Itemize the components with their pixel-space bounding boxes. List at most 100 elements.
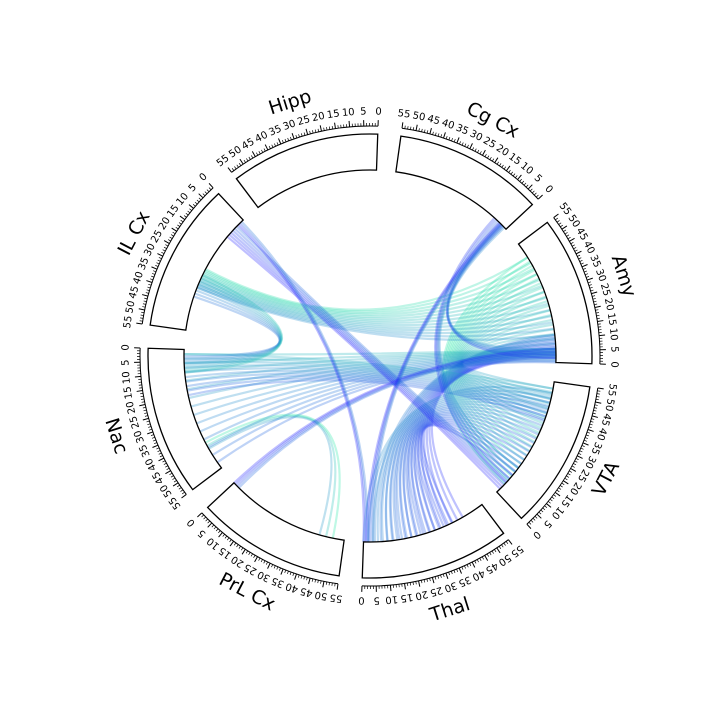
tick-minor <box>282 140 283 143</box>
tick-major <box>295 574 297 580</box>
tick-minor <box>287 571 288 574</box>
tick-minor <box>206 519 208 521</box>
tick-minor <box>269 146 270 149</box>
tick-minor <box>477 150 478 153</box>
tick-minor <box>575 250 578 251</box>
tick-minor <box>296 135 297 138</box>
tick-major <box>470 143 473 148</box>
tick-minor <box>208 521 210 523</box>
tick-minor <box>144 301 147 302</box>
tick-minor <box>249 157 251 160</box>
tick-minor <box>165 466 168 467</box>
tick-label: 5 <box>608 346 619 353</box>
tick-minor <box>568 237 571 239</box>
tick-minor <box>246 158 248 161</box>
tick-minor <box>144 413 147 414</box>
tick-minor <box>591 290 594 291</box>
tick-minor <box>566 235 569 237</box>
tick-minor <box>207 190 209 192</box>
tick-label: 15 <box>326 108 340 121</box>
tick-minor <box>193 204 195 206</box>
tick-major <box>137 391 143 392</box>
tick-minor <box>315 130 316 133</box>
tick-major <box>306 129 308 135</box>
tick-minor <box>144 410 147 411</box>
tick-major <box>555 492 560 496</box>
tick-major <box>197 513 201 517</box>
tick-label: 55 <box>122 315 135 329</box>
tick-minor <box>259 151 260 154</box>
tick-major <box>419 581 420 587</box>
tick-minor <box>565 478 568 480</box>
tick-minor <box>149 429 152 430</box>
tick-minor <box>557 490 559 492</box>
sector-arc <box>208 483 344 576</box>
tick-major <box>546 504 551 508</box>
tick-minor <box>329 582 330 585</box>
tick-major <box>219 532 223 537</box>
tick-label: 0 <box>530 528 542 540</box>
tick-minor <box>307 577 308 580</box>
tick-minor <box>218 531 220 533</box>
tick-minor <box>529 522 531 524</box>
tick-minor <box>530 189 532 191</box>
tick-minor <box>310 131 311 134</box>
tick-minor <box>326 127 327 130</box>
tick-major <box>582 264 588 266</box>
tick-minor <box>583 268 586 269</box>
tick-label: 5 <box>532 173 544 185</box>
tick-minor <box>585 274 588 275</box>
tick-minor <box>580 260 583 261</box>
tick-minor <box>545 506 547 508</box>
tick-major <box>597 321 603 322</box>
tick-minor <box>572 245 575 246</box>
tick-label: 40 <box>132 270 146 286</box>
tick-minor <box>586 276 589 277</box>
tick-minor <box>274 144 275 147</box>
tick-major <box>446 573 448 579</box>
tick-major <box>443 132 445 138</box>
tick-label: 45 <box>151 469 167 486</box>
tick-label: 40 <box>144 456 160 472</box>
tick-label: 10 <box>121 371 133 385</box>
tick-minor <box>581 263 584 264</box>
tick-label: 30 <box>282 118 298 133</box>
tick-minor <box>160 456 163 457</box>
tick-minor <box>596 312 599 313</box>
tick-major <box>292 133 294 139</box>
tick-major <box>265 145 268 150</box>
tick-minor <box>454 570 455 573</box>
tick-label: 35 <box>587 253 602 269</box>
tick-major <box>405 583 406 589</box>
tick-label: 30 <box>582 454 597 470</box>
tick-minor <box>515 175 517 177</box>
tick-minor <box>572 466 575 467</box>
tick-minor <box>304 577 305 580</box>
tick-minor <box>568 473 571 475</box>
tick-minor <box>467 565 468 568</box>
tick-major <box>173 483 178 486</box>
tick-major <box>165 471 170 474</box>
tick-minor <box>587 432 590 433</box>
tick-label: 5 <box>121 359 132 366</box>
tick-major <box>583 443 589 445</box>
tick-label: 0 <box>198 171 210 183</box>
tick-minor <box>438 133 439 136</box>
tick-minor <box>438 576 439 579</box>
tick-minor <box>580 451 583 452</box>
tick-label: 20 <box>602 297 615 312</box>
tick-minor <box>552 497 554 499</box>
tick-minor <box>197 200 199 202</box>
tick-minor <box>492 551 494 554</box>
tick-minor <box>427 130 428 133</box>
tick-minor <box>203 194 205 196</box>
tick-label: 25 <box>128 415 142 430</box>
tick-label: 30 <box>468 128 484 143</box>
tick-label: 10 <box>205 535 222 552</box>
tick-label: 50 <box>411 110 426 123</box>
tick-label: 35 <box>454 123 470 138</box>
tick-label: 20 <box>125 400 138 415</box>
tick-minor <box>150 279 153 280</box>
tick-minor <box>573 247 576 248</box>
tick-label: 30 <box>256 568 272 583</box>
